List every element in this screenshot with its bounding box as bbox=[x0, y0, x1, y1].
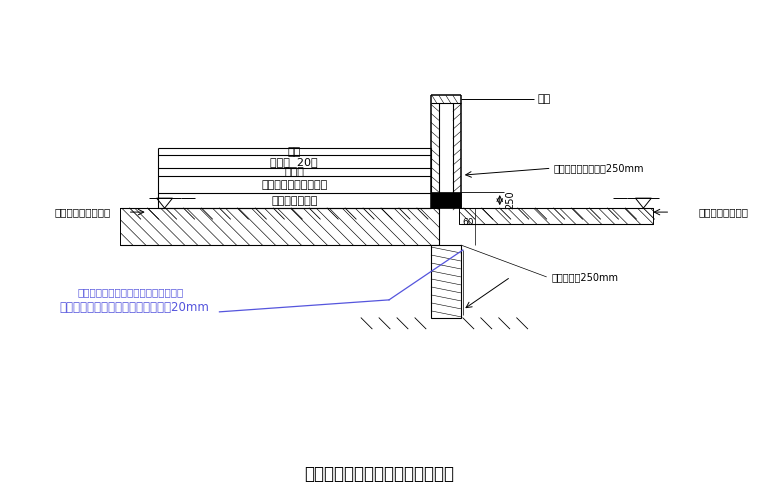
Text: 导墙建筑面层宜比卫生间门口面层高20mm: 导墙建筑面层宜比卫生间门口面层高20mm bbox=[60, 301, 210, 314]
Text: 卫生间结构顶板标高: 卫生间结构顶板标高 bbox=[55, 207, 111, 217]
Text: 60: 60 bbox=[463, 218, 474, 227]
Text: 保护层  20厚: 保护层 20厚 bbox=[271, 157, 318, 167]
Bar bbox=[431, 245, 461, 318]
Text: 钢筋混凝土楼板: 钢筋混凝土楼板 bbox=[271, 196, 318, 206]
Text: 钢筋混凝土导墙高度根据建筑做法确定: 钢筋混凝土导墙高度根据建筑做法确定 bbox=[78, 287, 184, 297]
Text: 防水过门沿250mm: 防水过门沿250mm bbox=[552, 272, 619, 282]
Text: 卫生间与其他房间交界处节点详图: 卫生间与其他房间交界处节点详图 bbox=[304, 466, 454, 484]
Text: 面层: 面层 bbox=[287, 147, 301, 157]
Text: 防水层卷上门洞侧边250mm: 防水层卷上门洞侧边250mm bbox=[553, 163, 644, 173]
Text: 门洞: 门洞 bbox=[537, 95, 551, 105]
Bar bbox=[431, 192, 461, 208]
Text: 250: 250 bbox=[505, 191, 516, 210]
Text: 细石混凝土找坡找平层: 细石混凝土找坡找平层 bbox=[261, 180, 328, 190]
Text: 防水层: 防水层 bbox=[284, 167, 304, 177]
Text: 客厅结构顶板标高: 客厅结构顶板标高 bbox=[698, 207, 749, 217]
